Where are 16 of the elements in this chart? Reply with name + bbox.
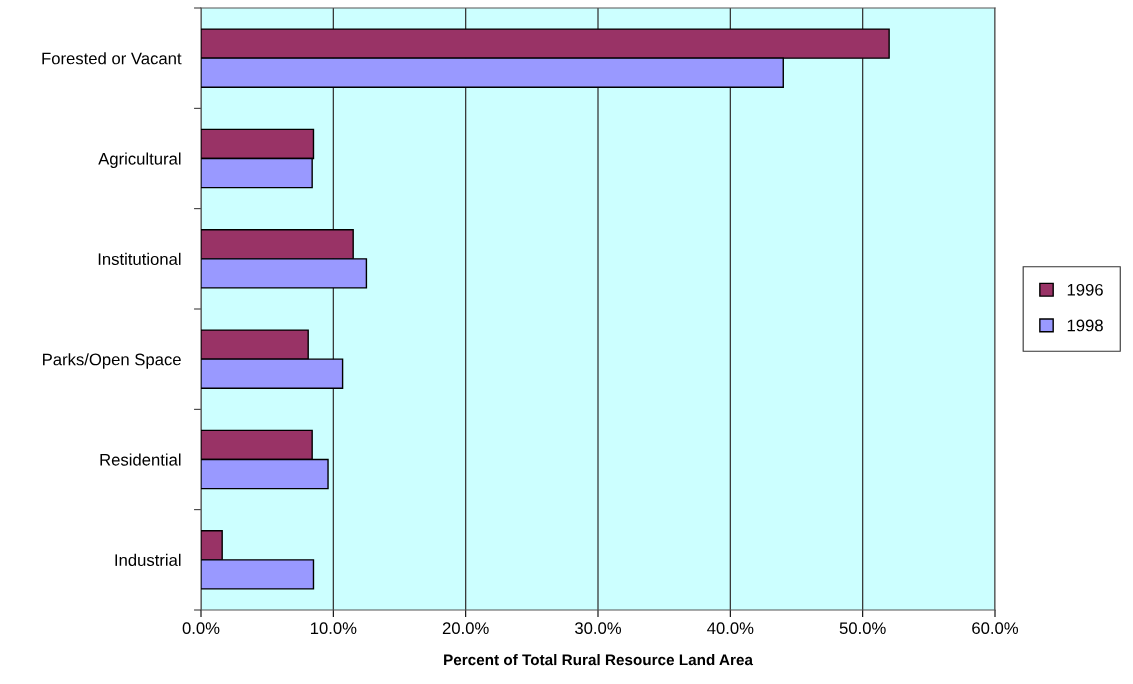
y-tick-label: Forested or Vacant bbox=[42, 52, 182, 65]
x-tick-label: 10.0% bbox=[310, 622, 357, 635]
y-tick-label: Agricultural bbox=[98, 152, 181, 168]
y-tick-label: Parks/Open Space bbox=[43, 353, 181, 369]
y-tick-label: Residential bbox=[100, 453, 181, 466]
y-tick-label: Institutional bbox=[98, 252, 181, 266]
x-tick-label: 60.0% bbox=[972, 622, 1019, 635]
x-tick-label: 20.0% bbox=[442, 622, 489, 635]
legend-label: 1996 bbox=[1067, 283, 1103, 296]
x-axis-title: Percent of Total Rural Resource Land Area bbox=[444, 654, 754, 666]
x-tick-label: 0.0% bbox=[182, 622, 220, 635]
x-tick-label: 50.0% bbox=[839, 622, 886, 635]
legend-label: 1998 bbox=[1067, 319, 1103, 332]
y-tick-label: Industrial bbox=[115, 553, 181, 567]
x-tick-label: 40.0% bbox=[707, 622, 754, 635]
x-tick-label: 30.0% bbox=[575, 622, 622, 635]
